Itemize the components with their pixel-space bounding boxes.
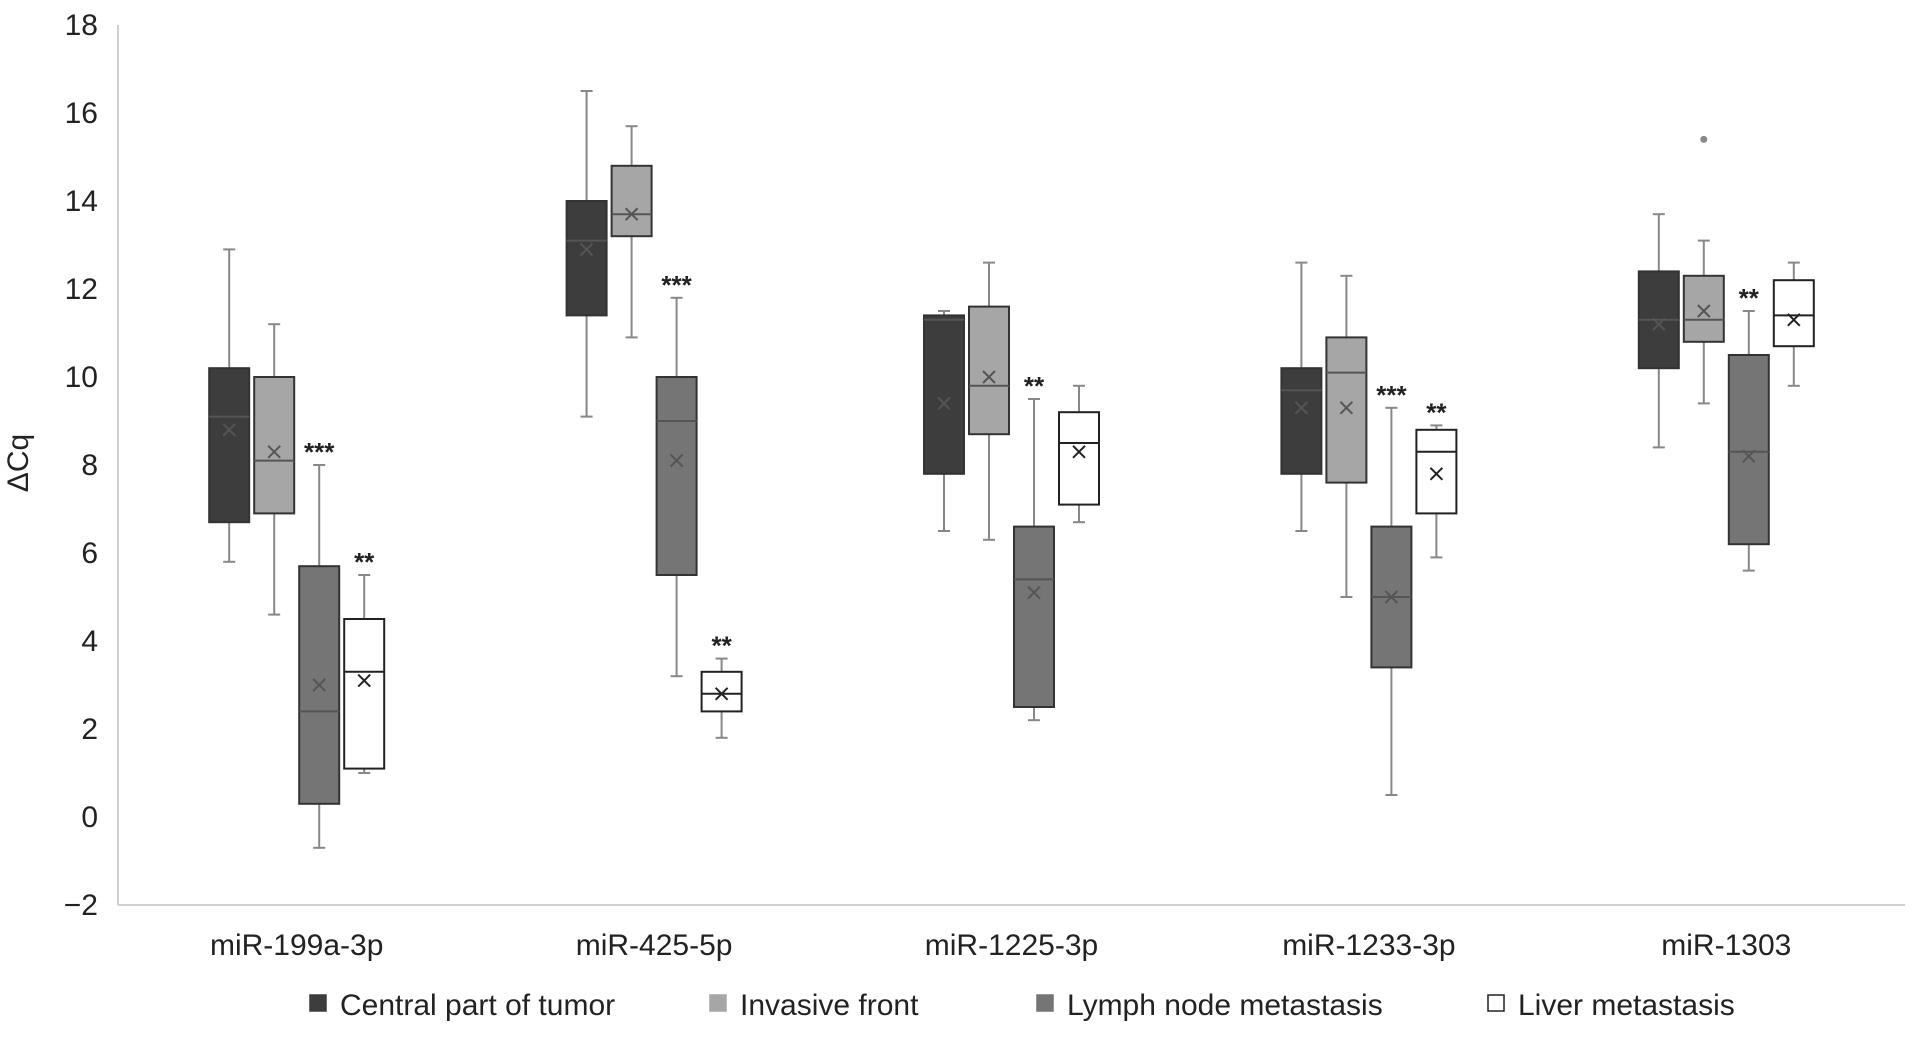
box-body [1772, 279, 1815, 348]
y-tick-label: 4 [81, 625, 98, 658]
significance-label: ** [1024, 371, 1045, 401]
box-1-3: *** [298, 437, 341, 849]
box-1-2 [253, 323, 296, 616]
mean-marker [1429, 467, 1444, 481]
x-category-label: miR-1233-3p [1282, 929, 1455, 962]
legend-label: Invasive front [740, 989, 919, 1022]
box-3-3: ** [1013, 371, 1055, 722]
significance-label: ** [1739, 283, 1760, 313]
box-body [655, 376, 698, 576]
y-tick-label: 16 [65, 97, 98, 130]
box-2-2 [610, 125, 653, 339]
mean-marker [312, 678, 326, 692]
y-axis-label: ΔCq [2, 434, 35, 492]
mean-marker [1339, 401, 1354, 415]
mean-marker [1294, 401, 1309, 415]
x-category-label: miR-1303 [1661, 929, 1791, 962]
box-body [253, 376, 296, 515]
mean-marker [714, 687, 729, 701]
mean-marker [1652, 317, 1666, 331]
y-tick-label: −2 [64, 889, 98, 922]
box-body [1682, 274, 1725, 343]
mean-marker [222, 423, 236, 437]
mean-marker [1072, 445, 1086, 459]
box-body [1013, 525, 1055, 708]
box-3-1 [923, 310, 965, 532]
box-body [1058, 411, 1100, 506]
mean-marker [624, 207, 639, 221]
legend-swatch [1036, 994, 1054, 1012]
box-2-4: ** [700, 631, 743, 739]
plot-area: ************ ******* [208, 90, 1815, 849]
legend: Central part of tumor Invasive front Lymph… [309, 989, 1735, 1022]
box-body [1415, 428, 1458, 515]
box-2-3: *** [655, 270, 698, 678]
y-tick-label: 10 [65, 361, 98, 394]
mean-marker [579, 242, 594, 257]
mean-marker [937, 396, 951, 411]
box-body [968, 305, 1010, 436]
box-body [565, 200, 608, 317]
mean-marker [1787, 313, 1801, 327]
y-tick-label: 2 [81, 713, 98, 746]
box-5-2 [1682, 135, 1725, 405]
box-4-1 [1280, 261, 1323, 532]
legend-swatch [1487, 994, 1505, 1012]
box-5-4 [1772, 261, 1815, 387]
legend-swatch [309, 994, 327, 1012]
box-4-2 [1325, 274, 1368, 598]
legend-label: Liver metastasis [1518, 989, 1735, 1022]
box-5-3: ** [1727, 283, 1770, 572]
box-3-2 [968, 261, 1010, 541]
x-category-label: miR-199a-3p [210, 929, 383, 962]
y-tick-label: 6 [81, 537, 98, 570]
y-tick-label: 8 [81, 449, 98, 482]
box-body [343, 618, 386, 770]
box-5-1 [1637, 213, 1680, 449]
significance-label: *** [661, 270, 692, 300]
mean-marker [357, 673, 371, 688]
box-body [610, 164, 653, 238]
box-3-4 [1058, 384, 1100, 524]
box-body [1280, 367, 1323, 475]
mean-marker [982, 370, 996, 384]
significance-label: ** [354, 547, 375, 577]
box-2-1 [565, 90, 608, 418]
box-4-4: ** [1415, 397, 1458, 559]
box-body [1727, 354, 1770, 546]
mean-marker [1384, 590, 1399, 604]
legend-swatch [709, 994, 727, 1012]
mean-marker [1742, 449, 1756, 463]
x-category-label: miR-1225-3p [925, 929, 1098, 962]
box-body [923, 314, 965, 475]
axes: −2 0 2 4 6 8 10 12 14 16 18 miR-199a-3p miR-425-5p mi… [64, 9, 1905, 962]
mean-marker [267, 445, 281, 459]
y-tick-label: 12 [65, 273, 98, 306]
legend-label: Central part of tumor [340, 989, 615, 1022]
significance-label: *** [1376, 380, 1407, 410]
y-tick-label: 14 [65, 185, 98, 218]
y-tick-label: 0 [81, 801, 98, 834]
box-1-1 [208, 248, 251, 563]
mean-marker [1697, 304, 1711, 318]
mean-marker [669, 453, 684, 468]
significance-label: *** [304, 437, 335, 467]
box-body [1325, 336, 1368, 484]
significance-label: ** [711, 631, 732, 661]
box-body [700, 670, 743, 713]
significance-label: ** [1426, 397, 1447, 427]
box-1-4: ** [343, 547, 386, 774]
box-body [208, 367, 251, 524]
box-4-3: *** [1370, 380, 1413, 796]
legend-label: Lymph node metastasis [1067, 989, 1383, 1022]
outlier-point [1700, 135, 1708, 143]
y-tick-label: 18 [65, 9, 98, 42]
x-category-label: miR-425-5p [576, 929, 733, 962]
mean-marker [1027, 585, 1041, 600]
